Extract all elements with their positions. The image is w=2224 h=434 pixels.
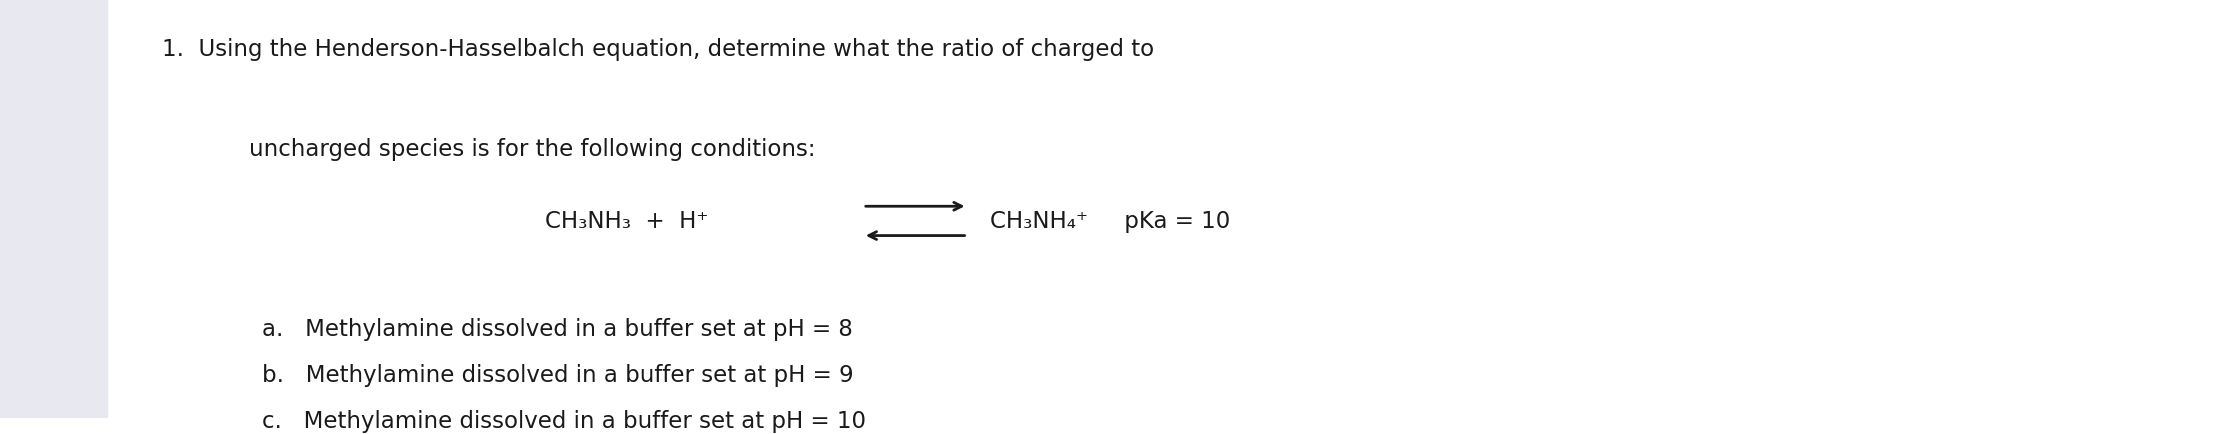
Text: uncharged species is for the following conditions:: uncharged species is for the following c… [249,138,816,161]
Text: CH₃NH₄⁺     pKa = 10: CH₃NH₄⁺ pKa = 10 [990,210,1230,233]
Text: CH₃NH₃  +  H⁺: CH₃NH₃ + H⁺ [545,210,707,233]
Text: 1.  Using the Henderson-Hasselbalch equation, determine what the ratio of charge: 1. Using the Henderson-Hasselbalch equat… [162,38,1154,61]
Text: c.   Methylamine dissolved in a buffer set at pH = 10: c. Methylamine dissolved in a buffer set… [262,409,867,432]
Bar [0,0,107,418]
Text: a.   Methylamine dissolved in a buffer set at pH = 8: a. Methylamine dissolved in a buffer set… [262,318,854,340]
Text: b.   Methylamine dissolved in a buffer set at pH = 9: b. Methylamine dissolved in a buffer set… [262,363,854,386]
